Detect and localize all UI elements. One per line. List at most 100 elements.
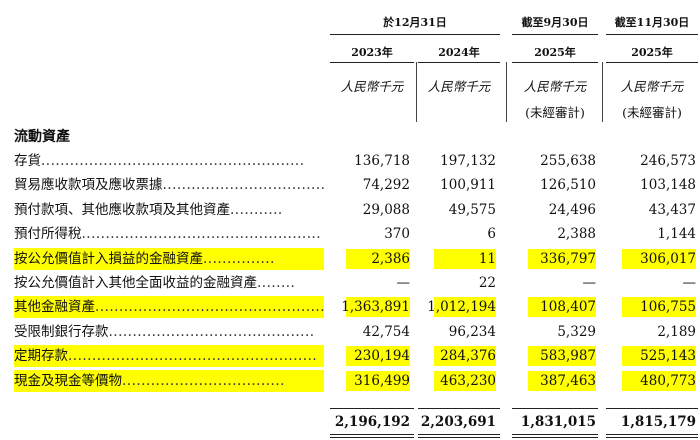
year-2024: 2024年 — [438, 46, 480, 59]
row-label: 按公允價值計入其他全面收益的金融資產........ — [14, 272, 324, 294]
row-value: 5,329 — [557, 324, 596, 340]
row-value: 463,230 — [440, 373, 496, 389]
highlight-cell-bg — [528, 249, 596, 269]
row-label: 定期存款....................................… — [14, 345, 324, 367]
row-label: 按公允價值計入損益的金融資產............... — [14, 248, 324, 270]
highlight-cell-bg — [622, 297, 696, 317]
unit-label-2025-nov: 人民幣千元 — [620, 79, 684, 94]
total-double-rule-3b — [512, 437, 598, 438]
row-value: 103,148 — [640, 177, 696, 193]
row-value: — — [582, 275, 597, 291]
total-2025-sep: 1,831,015 — [520, 414, 596, 430]
year-2025-nov: 2025年 — [631, 46, 673, 59]
row-value: 136,718 — [354, 153, 410, 169]
row-label-text: 存貨 — [14, 153, 41, 169]
highlight-cell-bg — [346, 346, 410, 366]
row-value: 108,407 — [540, 299, 596, 315]
row-value: 336,797 — [540, 251, 596, 267]
row-value: — — [682, 275, 697, 291]
total-top-rule-4 — [606, 408, 698, 409]
row-value: 106,755 — [640, 299, 696, 315]
row-value: 246,573 — [640, 153, 696, 169]
year-rule-4 — [606, 62, 698, 63]
row-leader-dots: ........ — [257, 275, 296, 291]
row-label-text: 貿易應收款項及應收票據 — [14, 177, 163, 193]
total-double-rule-3a — [512, 434, 598, 435]
row-label: 存貨......................................… — [14, 150, 324, 172]
header-rule-nov30 — [606, 34, 698, 35]
highlight-cell-bg — [528, 346, 596, 366]
header-rule-dec31 — [330, 34, 500, 35]
unit-label-2024: 人民幣千元 — [427, 79, 491, 94]
year-2025-sep: 2025年 — [534, 46, 576, 59]
row-value: 284,376 — [440, 348, 496, 364]
row-value: 387,463 — [540, 373, 596, 389]
row-leader-dots: .................................. — [122, 373, 285, 389]
total-top-rule-1 — [330, 408, 414, 409]
row-leader-dots: ........................................… — [41, 153, 305, 169]
unit-label-2025-sep: 人民幣千元 — [523, 79, 587, 94]
row-label-text: 按公允價值計入損益的金融資產 — [14, 251, 203, 267]
highlight-cell-bg — [434, 371, 496, 391]
unit-label-2023: 人民幣千元 — [340, 79, 404, 94]
row-value: 370 — [384, 226, 410, 242]
highlight-cell-bg — [622, 249, 696, 269]
total-2024: 2,203,691 — [420, 414, 496, 430]
highlight-cell-bg — [528, 371, 596, 391]
row-leader-dots: ........................................… — [68, 348, 318, 364]
total-double-rule-1a — [330, 434, 414, 435]
total-double-rule-4b — [606, 437, 698, 438]
row-leader-dots: ........................................… — [81, 226, 322, 242]
row-leader-dots: ........................................… — [108, 324, 315, 340]
row-value: 197,132 — [440, 153, 496, 169]
year-rule-2 — [418, 62, 500, 63]
row-label-text: 其他金融資產 — [14, 299, 95, 315]
row-label: 其他金融資產..................................… — [14, 296, 324, 318]
row-label: 預付款項、其他應收款項及其他資產........... — [14, 199, 324, 221]
row-value: 6 — [487, 226, 496, 242]
row-value: 1,363,891 — [341, 299, 410, 315]
row-value: 1,012,194 — [427, 299, 496, 315]
row-value: 306,017 — [640, 251, 696, 267]
header-rule-sep30 — [512, 34, 598, 35]
highlight-cell-bg — [346, 249, 410, 269]
unaudited-label-sep: (未經審計) — [525, 105, 585, 120]
highlight-cell-bg — [434, 346, 496, 366]
col-separator-1 — [416, 62, 417, 122]
section-title: 流動資產 — [14, 129, 70, 145]
year-2023: 2023年 — [351, 46, 393, 59]
row-value: 49,575 — [448, 202, 496, 218]
row-value: 255,638 — [540, 153, 596, 169]
total-double-rule-2b — [418, 437, 500, 438]
row-value: 43,437 — [648, 202, 696, 218]
header-group-sep30: 截至9月30日 — [521, 16, 589, 29]
row-value: 126,510 — [540, 177, 596, 193]
row-label: 現金及現金等價物................................… — [14, 370, 324, 392]
row-value: 480,773 — [640, 373, 696, 389]
row-value: 2,386 — [371, 251, 410, 267]
total-2025-nov: 1,815,179 — [620, 414, 696, 430]
row-label-text: 現金及現金等價物 — [14, 373, 122, 389]
row-leader-dots: ........................................… — [95, 299, 324, 315]
row-value: — — [396, 275, 411, 291]
row-label-text: 按公允價值計入其他全面收益的金融資產 — [14, 275, 257, 291]
row-label-text: 定期存款 — [14, 348, 68, 364]
total-double-rule-1b — [330, 437, 414, 438]
row-value: 42,754 — [362, 324, 410, 340]
row-value: 100,911 — [440, 177, 496, 193]
highlight-cell-bg — [346, 371, 410, 391]
highlight-cell-bg — [528, 297, 596, 317]
row-leader-dots: ............... — [203, 251, 275, 267]
col-separator-2 — [506, 62, 507, 122]
row-label-text: 預付款項、其他應收款項及其他資產 — [14, 202, 230, 218]
row-value: 583,987 — [540, 348, 596, 364]
total-top-rule-2 — [418, 408, 500, 409]
highlight-cell-bg — [434, 249, 496, 269]
header-group-nov30: 截至11月30日 — [614, 16, 690, 29]
unaudited-label-nov: (未經審計) — [622, 105, 682, 120]
row-value: 230,194 — [354, 348, 410, 364]
year-rule-3 — [512, 62, 598, 63]
highlight-cell-bg — [622, 346, 696, 366]
row-value: 1,144 — [657, 226, 696, 242]
row-value: 2,388 — [557, 226, 596, 242]
